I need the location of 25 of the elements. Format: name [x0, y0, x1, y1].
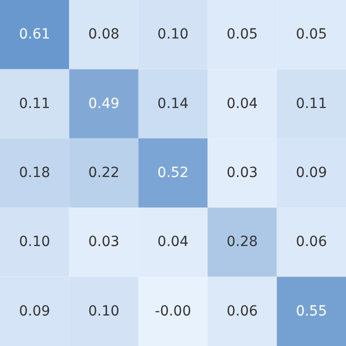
data-label: 0.06 [226, 303, 258, 320]
data-label: 0.49 [88, 96, 120, 112]
data-label: 0.09 [19, 303, 50, 320]
data-label: 0.28 [226, 234, 258, 250]
data-label: 0.06 [296, 234, 328, 250]
data-label: 0.05 [296, 26, 327, 43]
data-label: 0.61 [19, 26, 50, 43]
data-label: -0.00 [154, 303, 192, 320]
data-label: 0.08 [88, 26, 120, 43]
data-label: 0.55 [296, 303, 327, 320]
data-label: 0.10 [88, 303, 120, 320]
data-label: 0.05 [226, 26, 258, 43]
data-label: 0.14 [157, 96, 189, 112]
data-label: 0.10 [157, 26, 189, 43]
data-label: 0.22 [88, 165, 120, 181]
data-label: 0.11 [19, 96, 50, 112]
data-label: 0.11 [296, 96, 327, 112]
data-label: 0.09 [296, 165, 327, 181]
data-label: 0.52 [157, 165, 189, 181]
data-label: 0.03 [88, 234, 120, 250]
data-label: 0.04 [157, 234, 189, 250]
data-label: 0.03 [226, 165, 258, 181]
data-label: 0.04 [226, 96, 258, 112]
data-label: 0.10 [19, 234, 50, 250]
data-label: 0.18 [19, 165, 50, 181]
